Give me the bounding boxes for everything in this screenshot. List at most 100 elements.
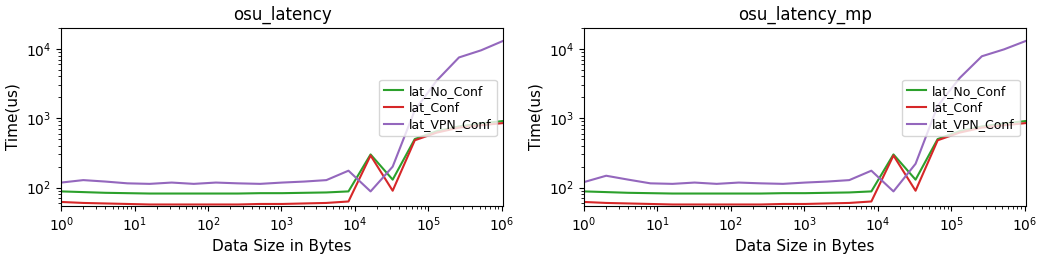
lat_VPN_Conf xyxy=(821,180,833,183)
lat_No_Conf xyxy=(710,192,723,195)
lat_Conf xyxy=(276,202,289,205)
lat_No_Conf xyxy=(99,191,112,194)
lat_No_Conf xyxy=(931,138,944,141)
Line: lat_VPN_Conf: lat_VPN_Conf xyxy=(62,41,503,191)
lat_Conf xyxy=(888,154,900,157)
lat_No_Conf xyxy=(431,129,443,133)
lat_VPN_Conf xyxy=(453,56,465,59)
lat_VPN_Conf xyxy=(931,104,944,107)
lat_Conf xyxy=(342,200,355,203)
lat_Conf xyxy=(166,203,178,206)
lat_No_Conf xyxy=(578,190,590,193)
lat_VPN_Conf xyxy=(732,181,745,184)
lat_No_Conf xyxy=(622,191,634,194)
lat_No_Conf xyxy=(77,191,90,194)
lat_Conf xyxy=(622,202,634,205)
lat_VPN_Conf xyxy=(188,182,200,185)
Line: lat_Conf: lat_Conf xyxy=(584,123,1026,205)
lat_VPN_Conf xyxy=(645,182,657,185)
lat_Conf xyxy=(666,203,679,206)
lat_VPN_Conf xyxy=(364,190,377,193)
Legend: lat_No_Conf, lat_Conf, lat_VPN_Conf: lat_No_Conf, lat_Conf, lat_VPN_Conf xyxy=(902,80,1020,136)
lat_Conf xyxy=(1020,121,1033,125)
lat_VPN_Conf xyxy=(143,182,155,185)
lat_VPN_Conf xyxy=(276,181,289,184)
lat_VPN_Conf xyxy=(121,182,134,185)
lat_VPN_Conf xyxy=(909,162,922,165)
lat_VPN_Conf xyxy=(710,182,723,185)
lat_Conf xyxy=(143,203,155,206)
lat_No_Conf xyxy=(121,192,134,195)
lat_Conf xyxy=(210,203,222,206)
lat_Conf xyxy=(99,202,112,205)
lat_No_Conf xyxy=(600,191,612,194)
lat_VPN_Conf xyxy=(166,181,178,184)
lat_No_Conf xyxy=(320,191,333,194)
lat_Conf xyxy=(777,202,790,205)
lat_No_Conf xyxy=(453,125,465,128)
lat_VPN_Conf xyxy=(666,182,679,185)
Title: osu_latency: osu_latency xyxy=(233,5,332,24)
lat_VPN_Conf xyxy=(998,48,1011,51)
lat_VPN_Conf xyxy=(496,39,509,42)
Legend: lat_No_Conf, lat_Conf, lat_VPN_Conf: lat_No_Conf, lat_Conf, lat_VPN_Conf xyxy=(380,80,496,136)
lat_No_Conf xyxy=(666,192,679,195)
lat_VPN_Conf xyxy=(622,178,634,181)
lat_VPN_Conf xyxy=(99,180,112,183)
lat_Conf xyxy=(386,189,398,192)
lat_No_Conf xyxy=(210,192,222,195)
lat_No_Conf xyxy=(732,192,745,195)
lat_Conf xyxy=(710,203,723,206)
Line: lat_VPN_Conf: lat_VPN_Conf xyxy=(584,41,1026,191)
lat_No_Conf xyxy=(409,138,421,141)
lat_Conf xyxy=(600,202,612,205)
lat_No_Conf xyxy=(232,192,244,195)
lat_Conf xyxy=(232,203,244,206)
Line: lat_No_Conf: lat_No_Conf xyxy=(584,121,1026,193)
lat_No_Conf xyxy=(755,192,768,195)
lat_Conf xyxy=(909,189,922,192)
lat_Conf xyxy=(578,200,590,204)
lat_Conf xyxy=(953,131,966,134)
lat_VPN_Conf xyxy=(431,79,443,82)
lat_No_Conf xyxy=(953,129,966,133)
lat_Conf xyxy=(409,139,421,142)
lat_No_Conf xyxy=(188,192,200,195)
lat_VPN_Conf xyxy=(799,181,811,184)
lat_No_Conf xyxy=(888,153,900,156)
lat_No_Conf xyxy=(821,191,833,194)
lat_No_Conf xyxy=(496,119,509,122)
lat_No_Conf xyxy=(55,190,68,193)
lat_No_Conf xyxy=(799,192,811,195)
lat_No_Conf xyxy=(688,192,701,195)
Title: osu_latency_mp: osu_latency_mp xyxy=(738,5,872,24)
lat_Conf xyxy=(121,202,134,205)
lat_No_Conf xyxy=(975,125,988,128)
lat_VPN_Conf xyxy=(320,179,333,182)
lat_No_Conf xyxy=(253,192,266,195)
lat_Conf xyxy=(732,203,745,206)
lat_No_Conf xyxy=(364,153,377,156)
lat_Conf xyxy=(799,202,811,205)
lat_VPN_Conf xyxy=(386,165,398,168)
lat_VPN_Conf xyxy=(475,49,487,52)
lat_Conf xyxy=(55,200,68,204)
lat_VPN_Conf xyxy=(688,181,701,184)
lat_Conf xyxy=(975,126,988,129)
lat_Conf xyxy=(931,139,944,142)
lat_No_Conf xyxy=(1020,119,1033,122)
lat_Conf xyxy=(364,154,377,157)
lat_Conf xyxy=(645,202,657,205)
lat_VPN_Conf xyxy=(888,190,900,193)
lat_No_Conf xyxy=(276,192,289,195)
Line: lat_Conf: lat_Conf xyxy=(62,123,503,205)
lat_VPN_Conf xyxy=(865,169,877,172)
lat_VPN_Conf xyxy=(1020,39,1033,42)
lat_Conf xyxy=(77,202,90,205)
lat_No_Conf xyxy=(865,190,877,193)
lat_No_Conf xyxy=(475,122,487,125)
lat_VPN_Conf xyxy=(232,182,244,185)
Line: lat_No_Conf: lat_No_Conf xyxy=(62,121,503,193)
lat_Conf xyxy=(475,124,487,127)
lat_No_Conf xyxy=(386,178,398,181)
